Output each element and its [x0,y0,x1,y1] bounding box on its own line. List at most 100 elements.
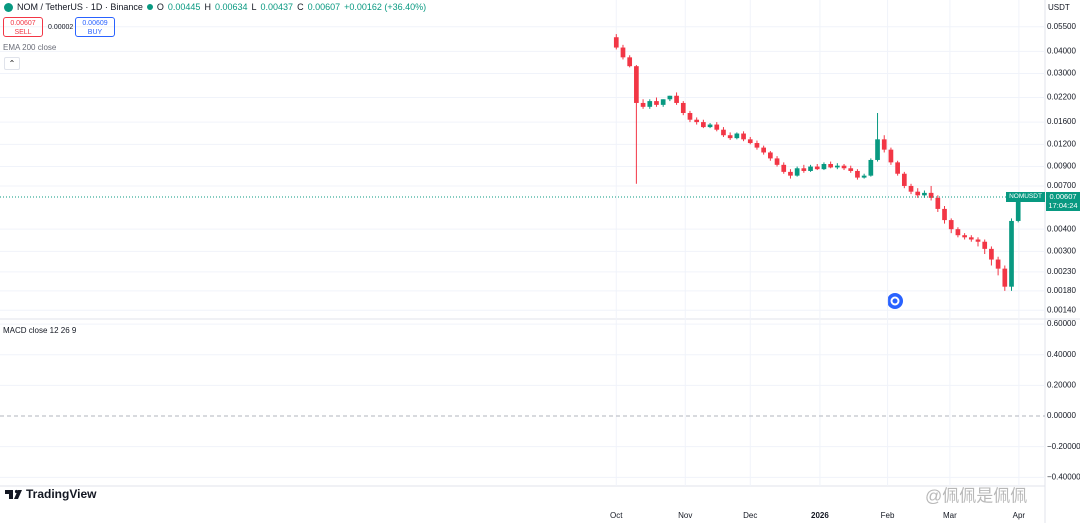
candle-body [928,192,934,198]
candle-body [881,139,887,150]
candle-body [660,99,666,105]
candle-body [915,191,921,196]
l-value: 0.00437 [260,2,294,12]
candle-body [727,135,733,139]
macd-tick-label: 0.60000 [1047,319,1076,328]
candle-body [808,166,813,171]
symbol[interactable]: NOM / TetherUS · 1D · Binance [17,2,143,12]
candle-body [620,47,626,58]
y-tick-label: 0.02200 [1047,93,1076,102]
y-tick-label: 0.00900 [1047,162,1076,171]
countdown: 17:04:24 [1048,201,1078,210]
symbol-icon [4,2,13,12]
candle-body [955,229,961,236]
sell-button[interactable]: 0.00607 SELL [3,17,43,37]
floating-button[interactable] [887,293,903,309]
sell-label: SELL [14,29,32,36]
candle-body [768,152,773,159]
candle-body [848,168,854,171]
spread: 0.00002 [48,24,74,31]
candle-body [761,147,766,153]
symbol-header: NOM / TetherUS · 1D · Binance O 0.00445 H… [4,2,426,12]
macd-legend[interactable]: MACD close 12 26 9 [3,326,77,335]
y-tick-label: 0.00300 [1047,247,1076,256]
candle-body [814,166,820,170]
o-value: 0.00445 [167,2,201,12]
watermark: @佩佩是佩佩 [925,486,1027,505]
candle-body [781,164,787,172]
x-tick-label: Dec [743,511,757,520]
y-tick-label: 0.00180 [1047,286,1076,295]
candle-body [667,95,673,100]
x-tick-label: 2026 [811,511,829,520]
candle-body [1015,196,1021,221]
macd-tick-label: 0.00000 [1047,411,1076,420]
candle-body [687,113,693,120]
candle-body [794,168,800,176]
candle-body [654,101,659,105]
floating-button-icon [890,296,900,306]
candle-body [1009,220,1014,287]
tradingview-logo: TradingView [5,487,97,501]
l-label: L [251,2,257,12]
candle-body [674,95,679,103]
candle-body [741,133,746,140]
ema-legend[interactable]: EMA 200 close [3,43,57,52]
sell-price: 0.00607 [10,20,36,27]
y-tick-label: 0.00700 [1047,181,1076,190]
candle-body [982,241,988,249]
c-label: C [297,2,304,12]
buy-price: 0.00609 [82,20,108,27]
candle-body [821,164,827,170]
x-tick-label: Mar [943,511,957,520]
macd-tick-label: −0.40000 [1047,472,1080,481]
logo-text: TradingView [26,487,97,501]
y-tick-label: 0.00400 [1047,224,1076,233]
candle-body [721,129,726,136]
candle-body [734,133,740,139]
candle-body [774,158,780,165]
candle-body [888,149,894,163]
y-tick-label: 0.00140 [1047,305,1076,314]
candle-body [707,124,713,128]
candle-body [895,162,900,174]
y-tick-label: 0.01600 [1047,117,1076,126]
collapse-button[interactable]: ⌃ [4,57,20,70]
candle-body [747,139,753,144]
x-tick-label: Apr [1013,511,1026,520]
macd-tick-label: 0.20000 [1047,380,1076,389]
candle-body [701,122,706,128]
y-tick-label: 0.05500 [1047,22,1076,31]
candle-body [942,208,947,221]
candle-body [714,124,720,130]
buy-label: BUY [87,29,103,36]
candle-body [875,139,880,160]
candle-body [788,171,793,176]
candle-body [868,159,874,176]
candle-body [627,57,633,67]
macd-tick-label: 0.40000 [1047,350,1076,359]
o-label: O [156,2,164,12]
candle-body [948,220,954,230]
y-tick-label: 0.04000 [1047,46,1076,55]
last-price-badge: 0.00607 17:04:24 [1046,192,1080,211]
candle-body [828,164,833,168]
candle-body [995,259,1001,269]
y-tick-label: 0.01200 [1047,139,1076,148]
candle-body [855,170,860,178]
candle-body [975,239,981,242]
candle-body [968,237,974,240]
buy-button[interactable]: 0.00609 BUY [75,17,115,37]
candle-body [640,102,646,107]
currency-label: USDT [1048,3,1070,12]
candle-body [989,248,994,260]
candle-body [935,197,941,209]
candle-body [647,101,653,107]
x-tick-label: Feb [881,511,895,520]
candle-body [841,165,847,169]
x-tick-label: Oct [610,511,623,520]
candle-body [962,235,967,238]
c-value: 0.00607 [307,2,341,12]
